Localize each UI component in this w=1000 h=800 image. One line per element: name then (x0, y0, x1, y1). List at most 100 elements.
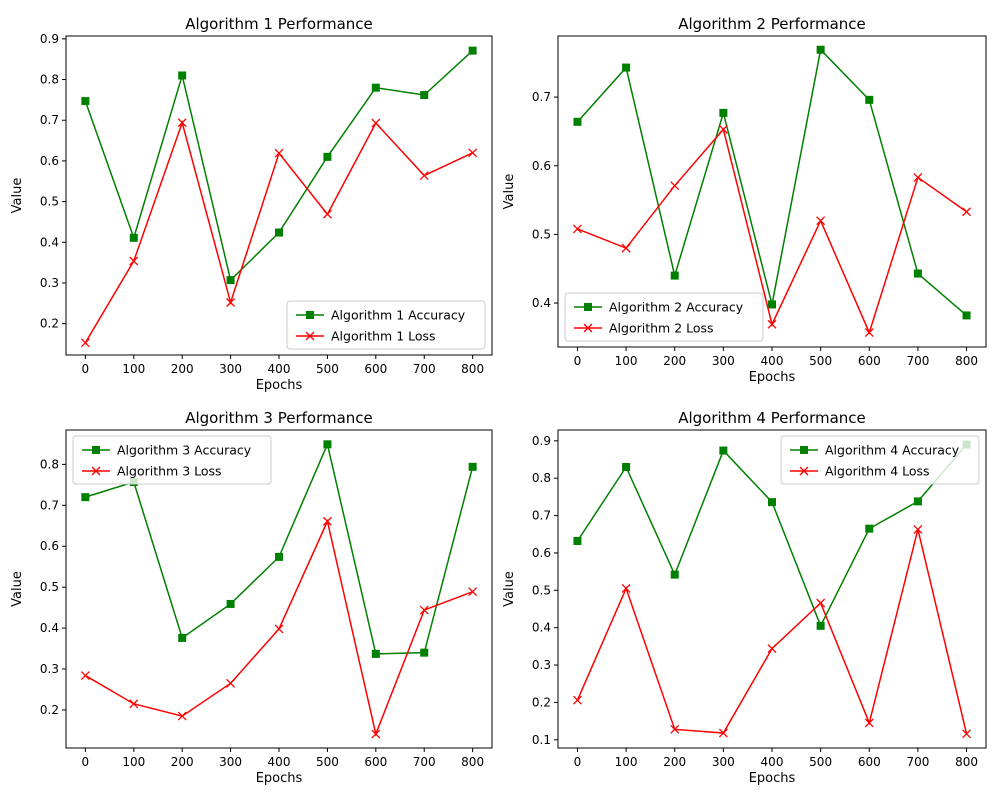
data-point (670, 181, 680, 191)
data-point (274, 624, 284, 634)
legend: Algorithm 2 Accuracy Algorithm 2 Loss (564, 292, 764, 342)
y-tick-label: 0.2 (532, 695, 551, 709)
data-point (226, 298, 236, 307)
marker-stroke (962, 729, 972, 739)
data-point (816, 45, 825, 54)
marker-stroke (419, 605, 429, 615)
marker-stroke (274, 624, 284, 634)
y-tick-label: 0.5 (532, 227, 551, 241)
y-tick-label: 0.6 (532, 546, 551, 560)
chart-title: Algorithm 2 Performance (678, 15, 866, 33)
data-point (226, 599, 235, 608)
legend-label: Algorithm 3 Loss (117, 464, 222, 479)
x-tick-label: 600 (858, 354, 881, 368)
data-point (129, 256, 139, 266)
data-point (419, 171, 429, 181)
y-tick-label: 0.7 (40, 113, 59, 127)
data-point (670, 570, 679, 579)
data-point (718, 728, 728, 738)
data-point (468, 148, 478, 158)
y-tick-label: 0.2 (40, 703, 59, 717)
x-tick-label: 600 (858, 755, 881, 769)
marker-stroke (799, 466, 809, 476)
legend-item: Algorithm 4 Accuracy (790, 443, 960, 458)
y-tick-label: 0.6 (40, 539, 59, 553)
data-point (621, 243, 631, 253)
y-tick-label: 0.8 (40, 457, 59, 471)
legend-label: Algorithm 2 Loss (609, 321, 714, 336)
legend: Algorithm 3 Accuracy Algorithm 3 Loss (72, 435, 272, 485)
legend-item: Algorithm 4 Loss (790, 464, 930, 479)
marker-stroke (129, 256, 139, 266)
data-point (718, 124, 728, 134)
data-point (962, 311, 971, 320)
series-loss (572, 524, 972, 739)
x-tick-label: 200 (663, 354, 686, 368)
legend-item: Algorithm 2 Loss (574, 321, 714, 336)
series-loss (80, 118, 478, 348)
marker-stroke (91, 466, 101, 476)
data-point (129, 699, 139, 709)
data-point (913, 269, 922, 278)
data-point (816, 216, 826, 226)
x-tick-label: 700 (906, 755, 929, 769)
data-point (865, 524, 874, 533)
marker-stroke (767, 319, 777, 329)
marker-stroke (274, 148, 284, 158)
data-point (80, 671, 90, 681)
x-tick-label: 800 (955, 755, 978, 769)
data-point (768, 300, 776, 309)
marker-stroke (670, 181, 680, 191)
marker-stroke (177, 118, 187, 128)
marker-stroke (572, 224, 582, 234)
data-point (275, 552, 283, 561)
y-tick-label: 0.7 (40, 498, 59, 512)
marker-stroke (468, 148, 478, 158)
chart-title: Algorithm 3 Performance (185, 409, 373, 427)
data-point (226, 276, 235, 285)
data-point (420, 90, 429, 99)
marker-stroke (371, 118, 381, 128)
marker-stroke (864, 718, 874, 728)
data-point (622, 63, 631, 72)
y-tick-label: 0.2 (40, 317, 59, 331)
marker-stroke (913, 172, 923, 182)
x-tick-label: 600 (364, 362, 387, 376)
data-point (81, 493, 90, 502)
data-point (719, 446, 728, 455)
data-point (420, 648, 429, 657)
data-point (322, 209, 332, 219)
x-tick-label: 200 (171, 755, 194, 769)
data-point (371, 729, 381, 739)
data-point (670, 724, 680, 734)
data-point (621, 583, 631, 593)
y-tick-label: 0.4 (40, 621, 59, 635)
data-point (274, 148, 284, 158)
x-tick-label: 200 (663, 755, 686, 769)
data-point (371, 649, 380, 658)
data-point (226, 678, 236, 688)
x-tick-label: 700 (413, 755, 436, 769)
data-point (572, 224, 582, 234)
legend-box (780, 435, 980, 485)
data-point (816, 621, 825, 630)
legend-item: Algorithm 1 Loss (296, 329, 436, 344)
y-tick-label: 0.9 (40, 32, 59, 46)
data-point (622, 462, 631, 471)
legend-marker (584, 303, 592, 311)
y-axis-label: Value (10, 571, 25, 607)
data-point (129, 233, 138, 242)
data-point (864, 718, 874, 728)
legend-label: Algorithm 3 Accuracy (117, 443, 252, 458)
y-tick-label: 0.7 (532, 90, 551, 104)
x-tick-label: 300 (219, 755, 242, 769)
series-line (576, 48, 968, 316)
legend-marker (800, 446, 808, 454)
y-tick-label: 0.6 (532, 159, 551, 173)
y-tick-label: 0.9 (532, 434, 551, 448)
x-tick-label: 800 (461, 755, 484, 769)
x-tick-label: 100 (615, 755, 638, 769)
legend-label: Algorithm 1 Loss (331, 329, 436, 344)
subplot-1: Algorithm 1 Performance 0 100 200 300 400 500 6… (10, 15, 493, 393)
series-accuracy (81, 46, 477, 285)
